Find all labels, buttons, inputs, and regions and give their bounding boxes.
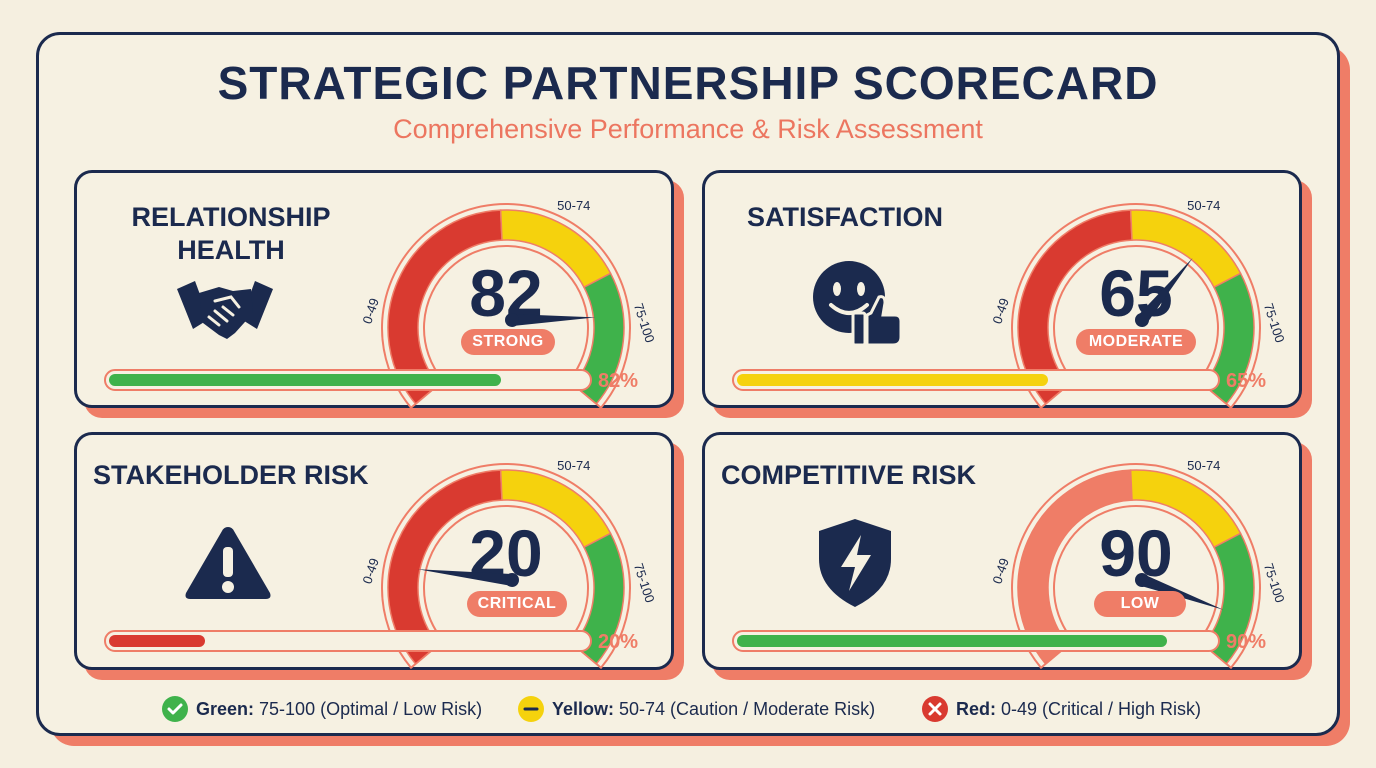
card-title-line: RELATIONSHIP [131,202,331,232]
legend-item-yellow: Yellow: 50-74 (Caution / Moderate Risk) [518,694,875,724]
progress-bar [104,369,592,391]
legend-item-green: Green: 75-100 (Optimal / Low Risk) [162,694,482,724]
progress-fill [737,635,1168,647]
progress-percent: 90% [1226,631,1267,653]
card-title: STAKEHOLDER RISK [93,460,369,490]
x-icon [922,696,948,722]
status-badge: CRITICAL [467,591,567,617]
card-title: COMPETITIVE RISK [721,460,977,490]
progress-bar [732,630,1220,652]
legend-label: Red: [956,698,996,719]
legend-item-red: Red: 0-49 (Critical / High Risk) [922,694,1201,724]
legend-text: 75-100 (Optimal / Low Risk) [259,698,483,719]
gauge-stakeholder-risk: 50-74 0-49 75-100 20 [359,436,658,670]
gauge-range-label: 50-74 [1187,198,1220,213]
gauge-needle-hub [1135,573,1149,587]
progress-bar [104,630,592,652]
progress-bar [732,369,1220,391]
progress-fill [737,374,1048,386]
page-subtitle: Comprehensive Performance & Risk Assessm… [393,114,983,144]
card-title-line: HEALTH [177,235,285,265]
progress-percent: 20% [598,631,639,653]
legend-label: Green: [196,698,255,719]
gauge-range-label: 50-74 [557,458,590,473]
shield-bolt-icon [817,517,893,614]
gauge-needle-hub [505,313,519,327]
gauge-needle-hub [505,573,519,587]
gauge-needle [1140,574,1224,610]
legend-text: 0-49 (Critical / High Risk) [1001,698,1202,719]
gauge-needle [1137,258,1193,324]
status-badge: LOW [1094,591,1186,617]
legend-label: Yellow: [552,698,615,719]
status-badge: STRONG [461,329,555,355]
gauge-range-label: 50-74 [557,198,590,213]
page-title: STRATEGIC PARTNERSHIP SCORECARD [217,57,1159,109]
legend-text: 50-74 (Caution / Moderate Risk) [619,698,876,719]
status-badge: MODERATE [1076,329,1196,355]
gauge-needle-hub [1135,313,1149,327]
card-satisfaction: SATISFACTION [702,170,1302,408]
progress-fill [109,374,501,386]
warning-triangle-icon [183,523,273,608]
check-icon [162,696,188,722]
card-relationship-health: RELATIONSHIP HEALTH [74,170,674,408]
gauge-zone-green [1202,532,1255,665]
handshake-icon [175,279,275,348]
gauge-needle [511,314,596,326]
legend: Green: 75-100 (Optimal / Low Risk) Yello… [0,694,1376,724]
progress-fill [109,635,205,647]
gauge-competitive-risk: 50-74 0-49 75-100 90 [989,436,1288,670]
progress-percent: 82% [598,370,639,392]
smiley-thumbs-up-icon [809,259,905,354]
card-title: RELATIONSHIP HEALTH [121,201,341,267]
gauge-range-label: 50-74 [1187,458,1220,473]
card-title: SATISFACTION [747,202,944,232]
gauge-needle [417,569,514,586]
progress-percent: 65% [1226,370,1267,392]
minus-icon [518,696,544,722]
